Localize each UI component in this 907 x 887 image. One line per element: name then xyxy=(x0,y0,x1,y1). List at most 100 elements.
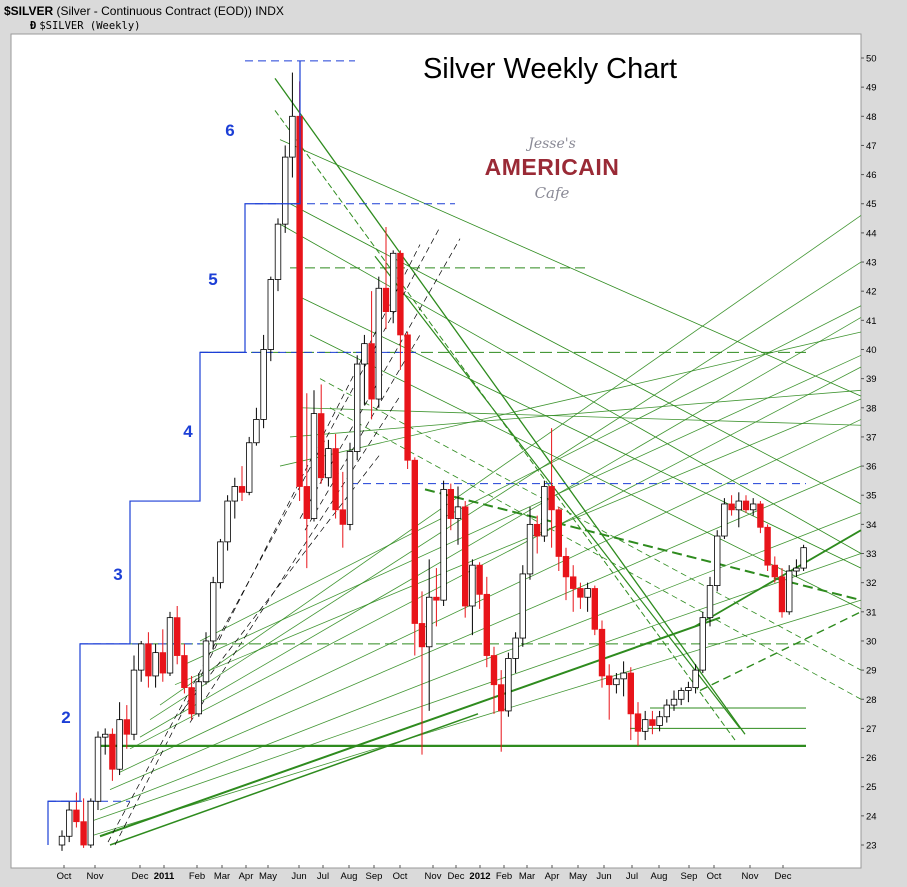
chart-header: $SILVER (Silver - Continuous Contract (E… xyxy=(4,4,284,18)
up-candle xyxy=(699,611,706,674)
down-candle xyxy=(562,547,570,601)
up-candle xyxy=(166,611,174,676)
up-candle xyxy=(721,498,728,539)
candle-body xyxy=(361,343,368,365)
up-candle xyxy=(512,632,519,674)
candle-body xyxy=(692,669,699,688)
candle-body xyxy=(497,684,505,712)
down-candle xyxy=(591,585,598,636)
candle-body xyxy=(678,690,685,700)
candle-body xyxy=(642,719,649,732)
down-candle xyxy=(339,471,346,548)
candle-body xyxy=(404,334,411,461)
x-tick-label: Jun xyxy=(291,871,306,882)
up-candle xyxy=(267,276,274,362)
y-tick-label: 41 xyxy=(866,316,877,327)
candle-body xyxy=(195,681,202,715)
up-candle xyxy=(245,436,253,496)
fan-trendline xyxy=(279,331,862,467)
up-candle xyxy=(274,218,282,292)
y-tick-label: 36 xyxy=(866,462,877,473)
channel-trendline xyxy=(694,529,862,628)
y-tick-label: 24 xyxy=(866,811,877,822)
x-tick-label: Jul xyxy=(626,871,638,882)
down-candle xyxy=(397,250,404,370)
candle-body xyxy=(519,573,526,639)
candle-body xyxy=(742,500,750,511)
up-candle xyxy=(541,480,548,542)
up-candle xyxy=(440,480,447,606)
candle-body xyxy=(620,672,627,680)
up-candle xyxy=(800,544,807,572)
candle-body xyxy=(109,733,116,770)
candle-body xyxy=(339,509,346,525)
up-candle xyxy=(793,559,800,577)
down-candle xyxy=(483,576,490,668)
y-tick-label: 23 xyxy=(866,841,877,852)
x-tick-label: Nov xyxy=(425,871,442,882)
candle-body xyxy=(375,287,382,400)
candle-body xyxy=(750,503,757,511)
candle-body xyxy=(469,564,476,607)
candle-body xyxy=(173,617,181,656)
down-candle xyxy=(534,515,541,554)
down-candle xyxy=(181,643,188,694)
candle-body xyxy=(555,509,562,557)
x-tick-label: May xyxy=(569,871,587,882)
candle-body xyxy=(548,486,555,511)
y-tick-label: 44 xyxy=(866,228,877,239)
x-tick-label: Nov xyxy=(742,871,759,882)
candle-body xyxy=(786,570,793,613)
candle-body xyxy=(245,442,253,493)
up-candle xyxy=(469,559,476,636)
candle-body xyxy=(66,809,73,837)
up-candle xyxy=(224,495,231,551)
fan-trendline xyxy=(129,366,862,750)
y-tick-label: 28 xyxy=(866,695,877,706)
candle-body xyxy=(656,716,663,726)
exchange-label: INDX xyxy=(255,4,284,18)
fan-trendline xyxy=(199,305,862,642)
candle-body xyxy=(447,488,454,519)
candle-body xyxy=(411,459,418,624)
descending-trendline xyxy=(299,296,862,569)
down-candle xyxy=(606,664,613,720)
candle-body xyxy=(317,413,325,479)
down-candle xyxy=(411,457,418,656)
down-candle xyxy=(418,591,426,755)
down-candle xyxy=(404,331,411,469)
candle-body xyxy=(483,593,490,656)
up-candle xyxy=(281,145,289,233)
symbol-label: $SILVER xyxy=(4,4,54,18)
up-candle xyxy=(130,655,138,741)
down-candle xyxy=(548,428,555,548)
down-candle xyxy=(490,646,498,714)
x-tick-label: Dec xyxy=(775,871,792,882)
down-candle xyxy=(433,568,440,627)
fan-trendline xyxy=(119,419,862,773)
up-candle xyxy=(260,334,267,429)
y-tick-label: 26 xyxy=(866,753,877,764)
descending-trendline xyxy=(279,223,862,554)
up-candle xyxy=(102,728,109,755)
candle-body xyxy=(145,643,152,677)
fan-trendline xyxy=(184,354,862,665)
candle-body xyxy=(137,643,145,671)
y-tick-label: 40 xyxy=(866,345,877,356)
x-tick-label: Nov xyxy=(87,871,104,882)
fan-trendline xyxy=(289,389,862,438)
candle-body xyxy=(706,585,714,619)
candle-body xyxy=(721,503,728,537)
up-candle xyxy=(94,731,102,811)
down-candle xyxy=(109,728,116,781)
up-candle xyxy=(231,477,238,519)
x-tick-label: Mar xyxy=(519,871,535,882)
up-candle xyxy=(656,710,663,732)
wave-label: 3 xyxy=(113,565,122,584)
candle-body xyxy=(541,486,548,537)
x-tick-label: Jul xyxy=(317,871,329,882)
candle-body xyxy=(253,419,260,444)
x-tick-label: Dec xyxy=(132,871,149,882)
candle-body xyxy=(231,486,238,502)
descending-trendline xyxy=(289,203,862,505)
